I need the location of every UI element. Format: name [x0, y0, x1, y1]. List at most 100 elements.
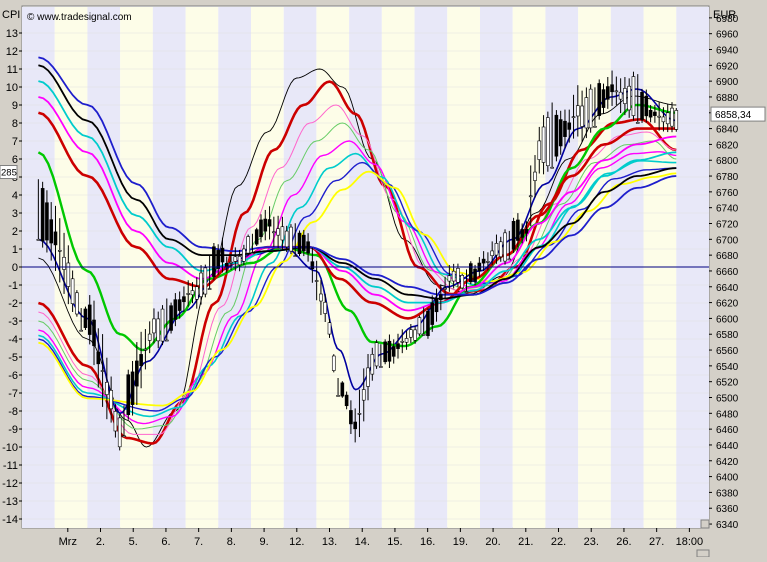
price-candle-body: [618, 91, 623, 100]
price-candle-body: [460, 274, 465, 289]
left-tick-label: 6: [12, 154, 18, 166]
price-candle-body: [481, 258, 486, 264]
right-tick-label: 6460: [716, 425, 739, 436]
price-candle-body: [366, 367, 370, 387]
price-candle-body: [528, 195, 533, 198]
right-tick-label: 6560: [716, 346, 739, 357]
left-tick-label: -2: [8, 298, 18, 310]
price-candle-body: [601, 89, 606, 108]
price-candle-body: [400, 340, 405, 343]
price-candle-body: [122, 435, 126, 438]
price-candle-body: [665, 112, 670, 125]
price-candle-body: [610, 84, 614, 93]
price-candle-body: [306, 241, 310, 254]
price-candle-body: [657, 115, 661, 118]
price-candle-body: [374, 342, 379, 367]
price-candle-body: [409, 329, 413, 338]
left-tick-label: -5: [8, 352, 18, 364]
price-candle-body: [653, 111, 657, 116]
price-candle-body: [404, 338, 409, 343]
oscillator-line-1: [38, 68, 677, 448]
price-candle-body: [297, 232, 302, 254]
price-candle-body: [567, 122, 572, 130]
price-candle-body: [169, 305, 173, 331]
price-candle-body: [143, 348, 148, 351]
right-tick-label: 6900: [716, 77, 739, 88]
price-candle-body: [571, 116, 576, 119]
right-tick-label: 6520: [716, 378, 739, 389]
price-candle-body: [336, 395, 340, 397]
price-candle-body: [237, 256, 242, 266]
right-axis-label: EUR: [713, 9, 736, 21]
resize-grip[interactable]: [700, 519, 710, 529]
price-candle-body: [563, 120, 567, 137]
left-tick-label: 9: [12, 100, 18, 112]
price-candle-body: [177, 299, 182, 311]
right-tick-label: 6360: [716, 504, 739, 515]
left-tick-label: 4: [12, 190, 18, 202]
x-tick-label: 19.: [453, 536, 468, 548]
scroll-button[interactable]: [696, 549, 710, 558]
right-tick-label: 6420: [716, 457, 739, 468]
left-tick-label: 13: [6, 28, 18, 40]
watermark: © www.tradesignal.com: [27, 12, 132, 23]
price-candle-body: [494, 243, 499, 256]
price-candle-body: [631, 76, 636, 116]
left-tick-label: -13: [2, 496, 18, 508]
price-candle-body: [216, 250, 220, 269]
x-tick-label: 21.: [518, 536, 533, 548]
price-candle-body: [674, 110, 679, 130]
price-candle-body: [203, 267, 208, 295]
price-candle-body: [327, 322, 332, 335]
price-candle-body: [443, 287, 447, 290]
price-candle-body: [83, 308, 88, 328]
price-candle-body: [537, 140, 542, 160]
price-candle-body: [220, 247, 225, 263]
moving-average-line-1: [38, 88, 677, 415]
left-tick-label: 1: [12, 244, 18, 256]
price-candle-body: [357, 413, 362, 415]
price-candle-body: [289, 226, 293, 252]
moving-average-line-2: [37, 103, 677, 352]
price-candle-body: [233, 256, 238, 262]
left-tick-label: -12: [2, 478, 18, 490]
price-candle-body: [70, 278, 75, 304]
price-candle-body: [511, 221, 516, 250]
price-candle-body: [75, 292, 79, 315]
left-tick-label: -4: [8, 334, 18, 346]
price-candle-body: [331, 355, 336, 371]
price-candle-body: [447, 275, 452, 282]
x-tick-label: Mrz: [59, 536, 77, 548]
right-tick-label: 6960: [716, 30, 739, 41]
price-candle-body: [190, 290, 195, 296]
price-candle-body: [593, 125, 597, 128]
price-candle-body: [242, 248, 246, 262]
price-candle-body: [92, 319, 96, 347]
price-candle-body: [498, 241, 503, 258]
price-candle-body: [199, 272, 203, 297]
price-candle-body: [383, 341, 387, 363]
price-candle-body: [597, 83, 602, 116]
x-tick-label: 22.: [551, 536, 566, 548]
left-tick-label: 7: [12, 136, 18, 148]
price-candle-body: [413, 329, 417, 341]
x-tick-label: 14.: [355, 536, 370, 548]
x-tick-label: 23.: [584, 536, 599, 548]
left-marker-box: [0, 165, 18, 179]
right-tick-label: 6600: [716, 314, 739, 325]
price-candle-body: [486, 261, 490, 263]
price-candle-body: [550, 166, 554, 169]
price-candle-body: [280, 226, 285, 241]
price-candle-body: [468, 263, 473, 283]
left-tick-label: -10: [2, 442, 18, 454]
price-candle-body: [340, 382, 345, 397]
price-candle-body: [109, 390, 113, 410]
x-tick-label: 5.: [129, 536, 138, 548]
price-candle-body: [254, 229, 259, 245]
left-tick-label: -11: [3, 460, 18, 472]
price-candle-body: [370, 354, 375, 375]
price-candle-body: [434, 298, 439, 313]
oscillator-line-8: [38, 170, 677, 407]
